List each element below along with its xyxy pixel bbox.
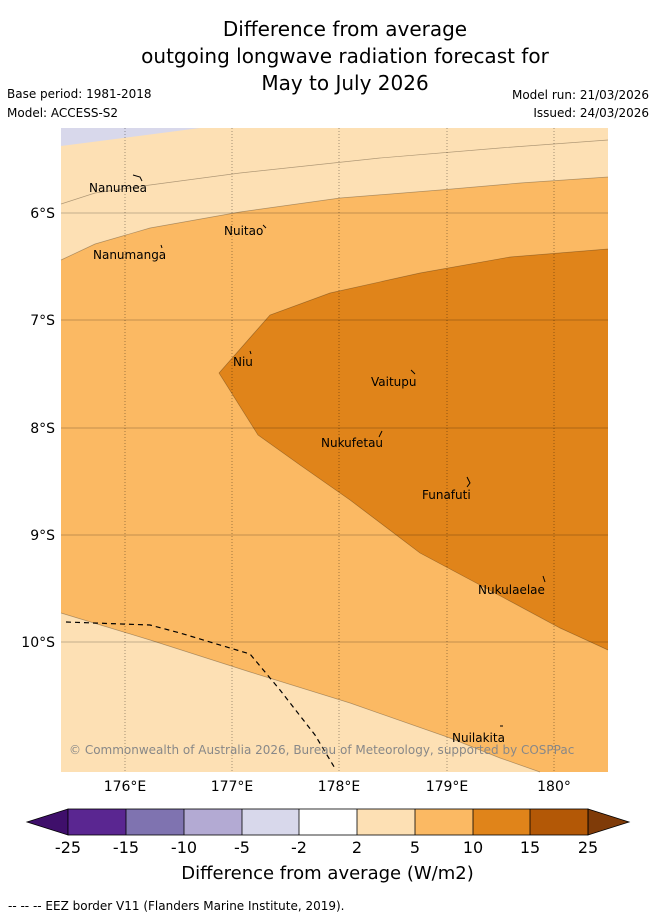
lat-tick-6s: 6°S [30, 206, 55, 222]
island-outlines [132, 174, 546, 727]
contour-lines [60, 139, 609, 773]
eez-legend: -- -- -- EEZ border V11 (Flanders Marine… [8, 899, 345, 913]
region-10-15 [219, 249, 608, 650]
copyright-notice: © Commonwealth of Australia 2026, Bureau… [69, 743, 574, 757]
colorbar-label: 2 [351, 838, 363, 857]
lon-tick-176e: 176°E [104, 779, 147, 795]
title-line-3: May to July 2026 [261, 71, 429, 95]
model-name: Model: ACCESS-S2 [7, 106, 119, 120]
region-2-5-band [61, 140, 608, 260]
lat-tick-10s: 10°S [21, 635, 55, 651]
lon-tick-179e: 179°E [426, 779, 469, 795]
title-line-2: outgoing longwave radiation forecast for [141, 44, 549, 68]
lat-tick-7s: 7°S [30, 313, 55, 329]
place-nuitao: Nuitao [224, 224, 263, 238]
colorbar-label: -10 [170, 838, 198, 857]
colorbar-label: -15 [112, 838, 140, 857]
colorbar-bin [357, 809, 415, 835]
colorbar-bin [415, 809, 473, 835]
lat-tick-8s: 8°S [30, 421, 55, 437]
lon-tick-177e: 177°E [211, 779, 254, 795]
place-funafuti: Funafuti [422, 488, 471, 502]
eez-border [65, 621, 337, 771]
colorbar-label: 25 [577, 838, 599, 857]
colorbar-title: Difference from average (W/m2) [181, 863, 474, 884]
gridlines [61, 128, 608, 772]
place-niu: Niu [233, 355, 253, 369]
colorbar-bin [530, 809, 588, 835]
colorbar-bin [242, 809, 299, 835]
colorbar-extend-low [25, 808, 69, 836]
colorbar-label: 15 [519, 838, 541, 857]
colorbar-bin [68, 809, 126, 835]
lat-tick-9s: 9°S [30, 528, 55, 544]
place-nuilakita: Nuilakita [452, 731, 505, 745]
place-vaitupu: Vaitupu [371, 375, 417, 389]
colorbar-label: 5 [409, 838, 421, 857]
colorbar-label: -5 [234, 838, 250, 857]
colorbar-bin [184, 809, 242, 835]
issued-date: Issued: 24/03/2026 [533, 106, 649, 120]
place-nanumea: Nanumea [89, 181, 147, 195]
title-line-1: Difference from average [222, 17, 468, 41]
region-neg-2-5 [61, 128, 200, 146]
lon-tick-178e: 178°E [318, 779, 361, 795]
colorbar-label: -2 [291, 838, 307, 857]
colorbar-label: 10 [462, 838, 484, 857]
base-period: Base period: 1981-2018 [7, 87, 152, 101]
colorbar-bin [473, 809, 530, 835]
region-2-5-south [61, 613, 540, 772]
region-2-5-north [61, 128, 608, 204]
colorbar-label: -25 [54, 838, 82, 857]
place-nanumanga: Nanumanga [93, 248, 166, 262]
colorbar-bin [126, 809, 184, 835]
place-nukulaelae: Nukulaelae [478, 583, 545, 597]
chart-title: Difference from average outgoing longwav… [0, 16, 655, 97]
place-nukufetau: Nukufetau [321, 436, 383, 450]
model-run: Model run: 21/03/2026 [511, 88, 649, 102]
colorbar-bin [299, 809, 357, 835]
colorbar [25, 808, 631, 836]
colorbar-extend-high [587, 808, 631, 836]
lon-tick-180: 180° [537, 779, 571, 795]
